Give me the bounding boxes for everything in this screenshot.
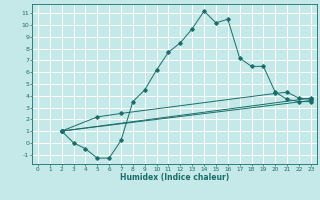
X-axis label: Humidex (Indice chaleur): Humidex (Indice chaleur) xyxy=(120,173,229,182)
